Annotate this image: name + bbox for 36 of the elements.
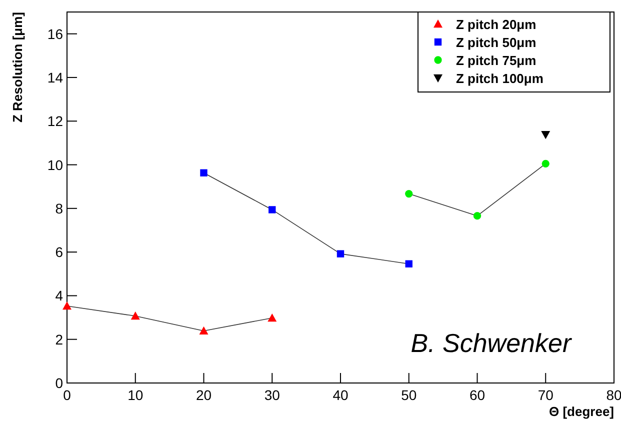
point (62, 301, 72, 310)
x-tick-label: 40 (332, 387, 348, 403)
point (268, 206, 276, 214)
x-tick-label: 30 (264, 387, 280, 403)
y-tick-label: 12 (47, 113, 64, 130)
point (405, 190, 413, 198)
y-tick-label: 4 (55, 288, 64, 304)
point (200, 169, 208, 176)
y-tick-label: 14 (47, 69, 64, 86)
annotation: B. Schwenker (410, 328, 572, 358)
y-tick-label: 10 (47, 156, 64, 173)
y-tick-label: 2 (55, 331, 64, 348)
legend-label: Z pitch 100μm (456, 71, 544, 86)
legend-label: Z pitch 20μm (456, 17, 536, 32)
point (473, 212, 482, 220)
y-tick-label: 16 (47, 26, 64, 42)
point (268, 313, 277, 322)
legend-label: Z pitch 75μm (456, 53, 536, 68)
y-axis-title: Z Resolution [μm] (10, 12, 25, 122)
y-tick-label: 0 (55, 375, 64, 391)
x-tick-label: 80 (606, 387, 621, 403)
legend-label: Z pitch 50μm (456, 35, 536, 50)
point (541, 131, 550, 140)
point (405, 260, 412, 268)
x-tick-label: 70 (538, 387, 554, 403)
point (130, 312, 140, 320)
point (199, 326, 208, 334)
y-tick-label: 6 (55, 244, 64, 260)
y-tick-label: 8 (55, 200, 64, 216)
x-tick-label: 50 (401, 387, 417, 403)
point (336, 250, 344, 258)
x-tick-label: 10 (128, 387, 144, 403)
x-tick-label: 60 (469, 387, 486, 403)
x-axis-title: Θ [degree] (548, 404, 614, 419)
x-tick-label: 20 (196, 387, 212, 403)
point (542, 160, 550, 168)
